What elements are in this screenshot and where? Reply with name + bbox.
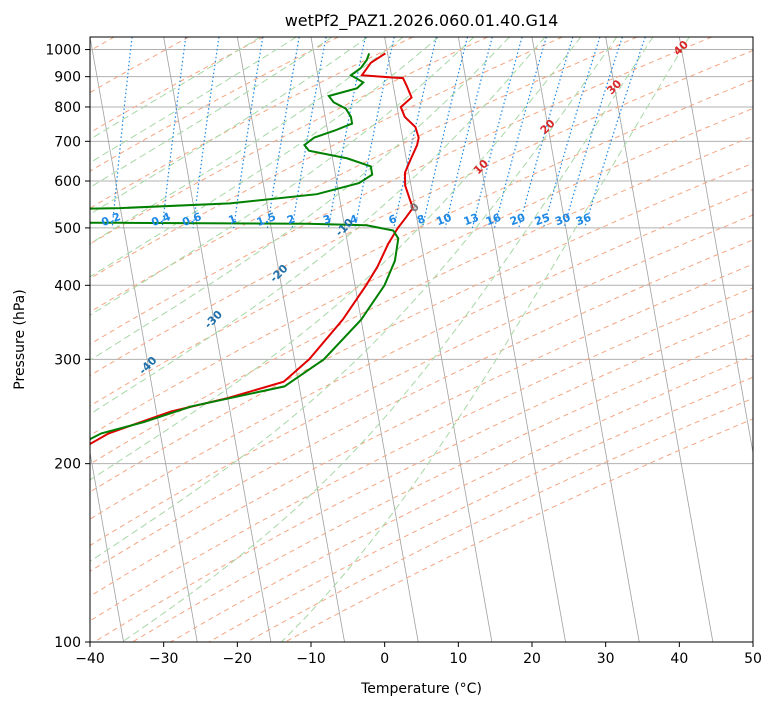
mixing-ratio-line: [471, 37, 523, 229]
dry-adiabat-line: [90, 188, 753, 520]
dry-adiabat-line: [94, 310, 753, 642]
x-tick-label: 50: [744, 651, 762, 667]
x-tick-label: 20: [523, 651, 541, 667]
dry-adiabat-line: [90, 239, 753, 572]
y-tick-label: 300: [54, 352, 81, 368]
y-tick-label: 400: [54, 278, 81, 294]
moist-adiabat-line: [90, 37, 261, 140]
mixing-ratio-label: 0.4: [150, 210, 173, 229]
isotherm-line: [384, 37, 493, 642]
y-tick-label: 200: [54, 457, 81, 473]
isotherm-line: [310, 37, 419, 642]
mixing-ratio-line: [354, 37, 395, 229]
mixing-ratio-line: [393, 37, 437, 229]
moist-adiabat-line: [90, 37, 582, 481]
mixing-ratio-label: 36: [574, 211, 593, 229]
mixing-ratio-line: [161, 37, 187, 228]
mixing-ratio-line: [493, 37, 547, 229]
x-tick-label: −10: [296, 651, 326, 667]
dry-adiabat-line: [90, 287, 753, 622]
mixing-ratio-label: 6: [387, 212, 399, 227]
moist-adiabat-line: [90, 37, 297, 164]
mixing-ratio-label: 13: [462, 211, 481, 228]
mixing-ratio-line: [111, 37, 133, 228]
dry-adiabat-line: [90, 37, 414, 209]
x-tick-label: 10: [449, 651, 467, 667]
isotherm-line: [605, 37, 714, 642]
mixing-ratio-line: [233, 37, 264, 228]
mixing-ratio-label: 1: [227, 212, 239, 227]
mixing-ratio-label: 8: [415, 212, 427, 227]
dry-adiabat-line: [90, 107, 753, 437]
mixing-ratio-label: 3: [321, 212, 333, 227]
dry-adiabat-line: [90, 37, 563, 280]
y-tick-label: 700: [54, 134, 81, 150]
mixing-ratio-line: [192, 37, 220, 228]
mixing-ratio-label: 30: [553, 211, 572, 229]
dewpoint-profile-line: [90, 53, 400, 441]
plot-frame: [89, 36, 754, 643]
moist-adiabat-line: [90, 37, 475, 316]
y-tick-label: 100: [54, 635, 81, 651]
dry-adiabat-line: [90, 37, 488, 245]
moist-adiabat-line: [90, 37, 368, 215]
isotherm-line: [90, 450, 124, 642]
chart-title: wetPf2_PAZ1.2026.060.01.40.G14: [285, 11, 559, 31]
moist-adiabat-line: [90, 37, 404, 245]
y-tick-label: 600: [54, 174, 81, 190]
y-tick-label: 900: [54, 70, 81, 86]
isotherm-line: [90, 37, 198, 642]
mixing-ratio-line: [327, 37, 366, 229]
mixing-ratio-label: 4: [348, 212, 360, 227]
moist-adiabat-line: [90, 37, 510, 361]
mixing-ratio-label: 0.2: [100, 210, 123, 229]
x-tick-label: −30: [149, 651, 179, 667]
x-axis-label: Temperature (°C): [360, 681, 482, 697]
x-tick-label: −40: [75, 651, 105, 667]
isotherm-line: [531, 37, 640, 642]
x-tick-label: 30: [597, 651, 615, 667]
x-tick-label: −20: [223, 651, 253, 667]
mixing-ratio-label: 0.6: [180, 210, 203, 229]
dry-adiabat-line: [90, 37, 339, 172]
dry-adiabat-line: [90, 135, 753, 465]
mixing-ratio-line: [563, 37, 623, 229]
y-axis-label: Pressure (hPa): [12, 289, 28, 389]
x-tick-label: 40: [670, 651, 688, 667]
mixing-ratio-line: [584, 37, 646, 229]
y-tick-label: 1000: [45, 43, 81, 59]
y-tick-label: 500: [54, 221, 81, 237]
mixing-ratio-label: 10: [434, 211, 453, 229]
mixing-ratio-line: [542, 37, 601, 229]
isotherm-line: [163, 37, 272, 642]
mixing-ratio-label: 20: [508, 211, 527, 229]
x-tick-label: 0: [380, 651, 389, 667]
mixing-ratio-line: [444, 37, 493, 229]
isotherm-line: [236, 37, 345, 642]
mixing-ratio-label: 16: [484, 211, 503, 229]
moist-adiabat-line: [122, 37, 654, 642]
isotherm-line: [457, 37, 566, 642]
mixing-ratio-line: [518, 37, 574, 229]
moist-adiabat-line: [90, 37, 546, 415]
moist-adiabat-line: [281, 37, 690, 642]
mixing-ratio-line: [421, 37, 469, 229]
dry-adiabat-line: [170, 355, 753, 642]
mixing-ratio-label: 25: [533, 211, 552, 228]
mixing-ratio-label: 1.5: [255, 210, 278, 229]
temperature-profile-line: [90, 52, 420, 446]
dry-adiabat-line: [90, 49, 753, 377]
mixing-ratio-label: 2: [285, 212, 297, 227]
y-tick-label: 800: [54, 100, 81, 116]
dry-adiabat-line: [90, 79, 753, 407]
isotherm-line: [678, 37, 753, 455]
